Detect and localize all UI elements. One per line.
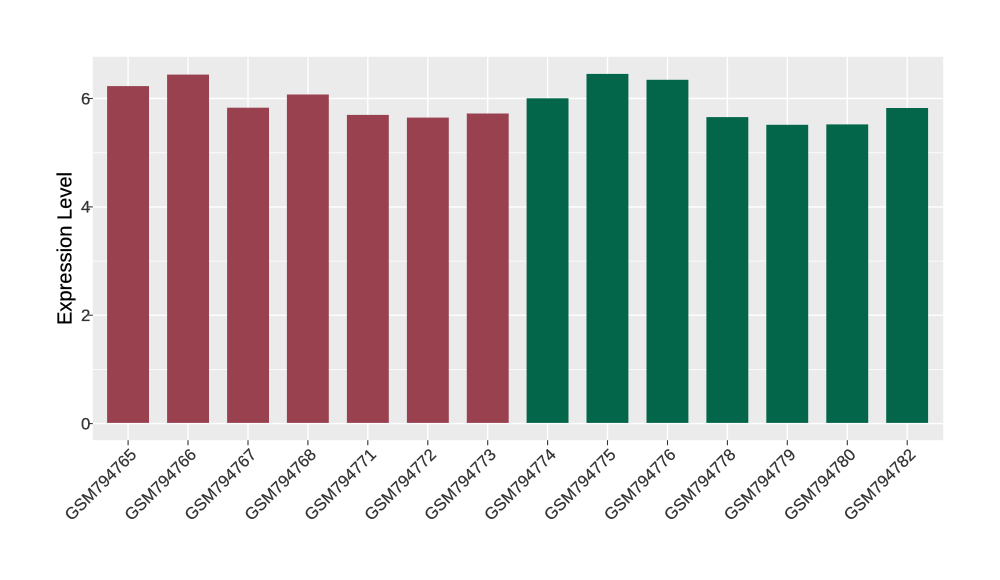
svg-text:0: 0	[81, 414, 90, 433]
svg-text:2: 2	[81, 306, 90, 325]
svg-text:Expression Level: Expression Level	[54, 172, 76, 325]
svg-text:4: 4	[81, 198, 90, 217]
svg-text:6: 6	[81, 89, 90, 108]
